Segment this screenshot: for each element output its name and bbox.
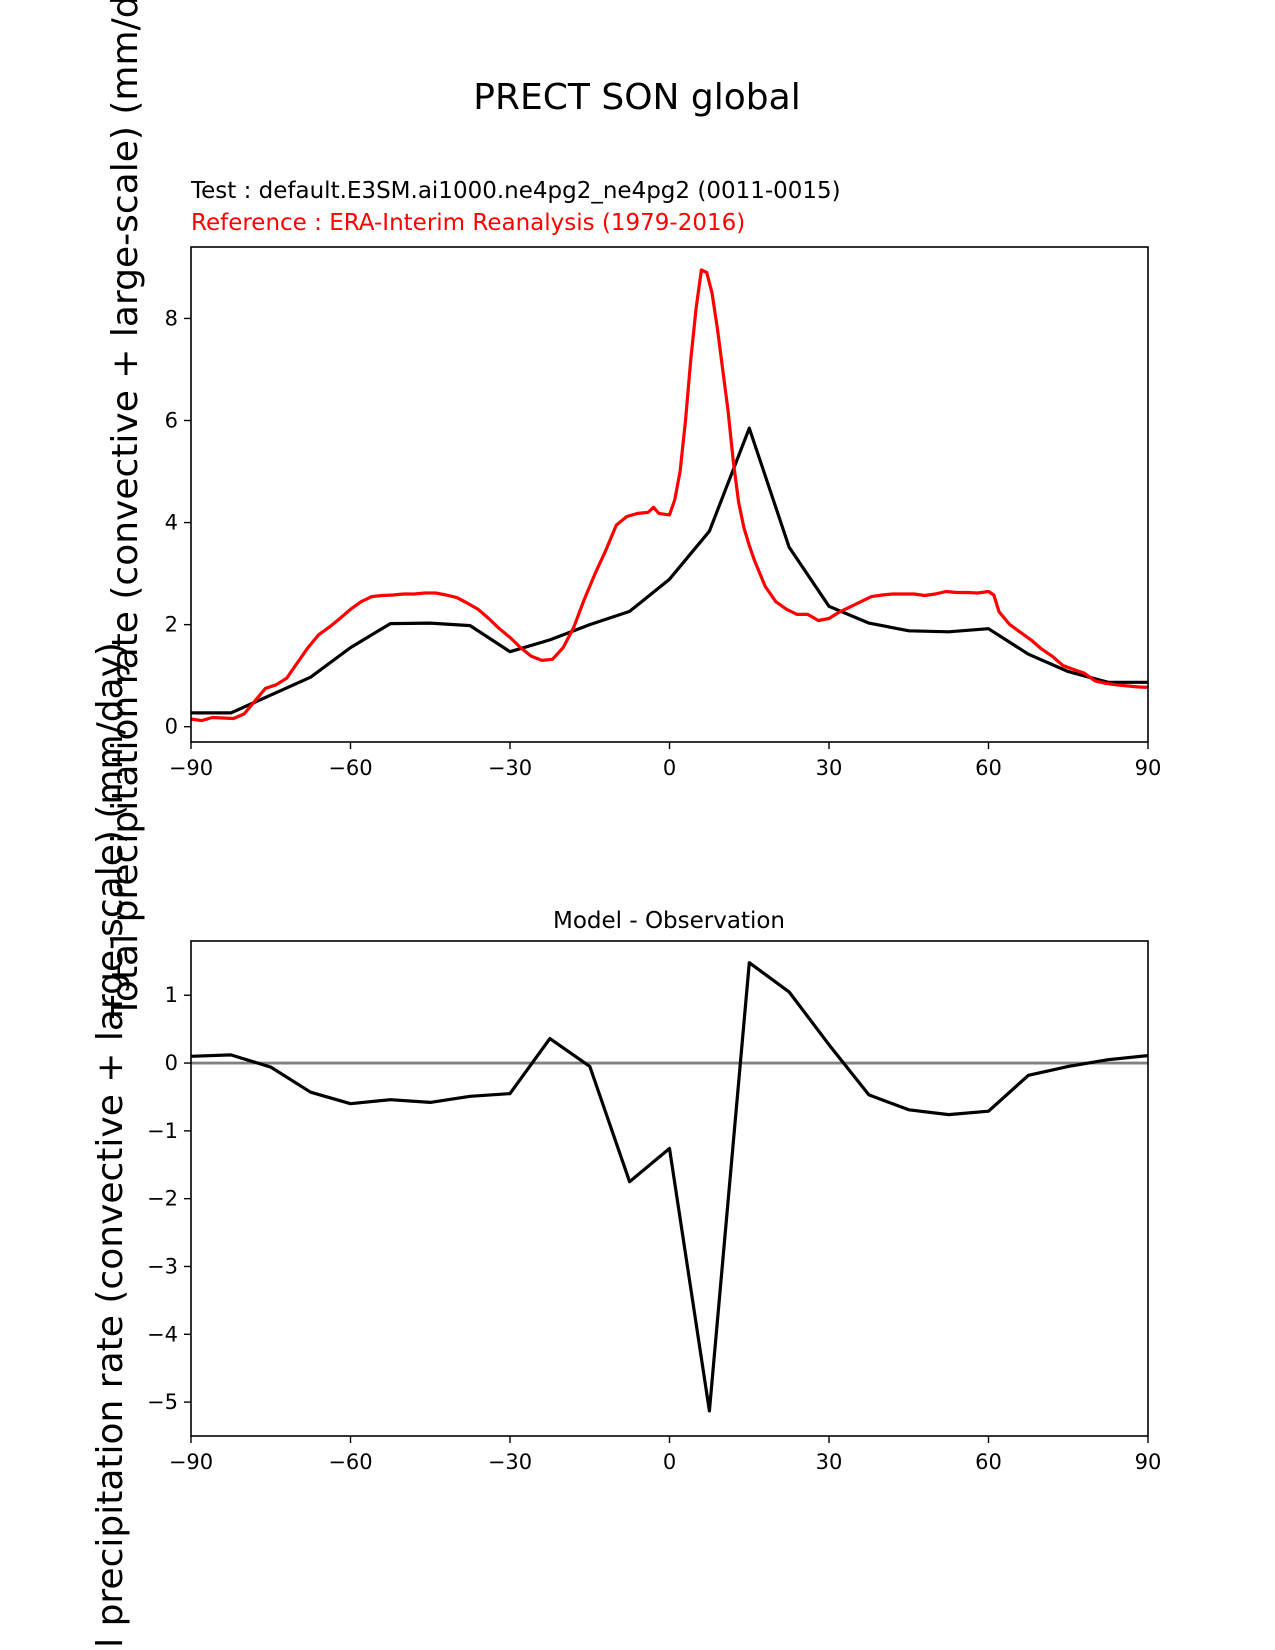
suptitle: PRECT SON global [473, 77, 800, 118]
top-plot-frame [190, 246, 1149, 743]
top-axis-ylabel: Total precipitation rate (convective + l… [105, 0, 146, 1019]
top-tick-layer: −90 −60 −30 0 30 60 90 0 2 4 6 8 [165, 306, 1162, 780]
top-x-tick-label: 0 [663, 756, 676, 780]
bottom-x-tick-label: −30 [488, 1450, 532, 1474]
bottom-panel: Model - Observation Total precipitation … [90, 642, 1161, 1650]
bottom-y-tick-label: −3 [147, 1254, 178, 1278]
bottom-x-tick-label: 90 [1135, 1450, 1162, 1474]
bottom-y-tick-label: −4 [147, 1322, 178, 1346]
top-y-tick-label: 6 [165, 409, 178, 433]
bottom-axis-ylabel: Total precipitation rate (convective + l… [90, 642, 131, 1650]
top-series-test [191, 426, 1148, 715]
bottom-y-tick-label: −5 [147, 1390, 178, 1414]
top-y-tick-label: 8 [165, 306, 178, 330]
bottom-y-tick-label: −2 [147, 1187, 178, 1211]
bottom-y-tick-label: 1 [165, 983, 178, 1007]
top-x-tick-label: 60 [975, 756, 1002, 780]
top-x-tick-label: −60 [328, 756, 372, 780]
bottom-x-tick-label: 60 [975, 1450, 1002, 1474]
bottom-y-tick-label: −1 [147, 1119, 178, 1143]
bottom-tick-layer: −90 −60 −30 0 30 60 90 1 0 −1 −2 −3 −4 −5 [147, 983, 1161, 1474]
bottom-y-tick-label: 0 [165, 1051, 178, 1075]
top-y-tick-label: 0 [165, 715, 178, 739]
top-x-tick-label: 90 [1135, 756, 1162, 780]
top-x-tick-label: 30 [816, 756, 843, 780]
top-x-tick-label: −90 [169, 756, 213, 780]
top-y-tick-label: 4 [165, 511, 178, 535]
top-y-axis-label: Total precipitation rate (convective + l… [105, 0, 146, 1019]
bottom-y-axis-label: Total precipitation rate (convective + l… [90, 642, 131, 1650]
top-series-reference [190, 268, 1149, 723]
test-label: Test : default.E3SM.ai1000.ne4pg2_ne4pg2… [190, 178, 841, 204]
reference-label: Reference : ERA-Interim Reanalysis (1979… [191, 210, 745, 236]
bottom-x-tick-label: −90 [169, 1450, 213, 1474]
top-y-tick-label: 2 [165, 613, 178, 637]
bottom-x-tick-label: 0 [663, 1450, 676, 1474]
bottom-x-tick-label: −60 [328, 1450, 372, 1474]
bottom-series-model-observation [190, 961, 1149, 1413]
top-series-layer [190, 268, 1149, 723]
top-x-tick-label: −30 [488, 756, 532, 780]
bottom-plot-frame [190, 940, 1149, 1437]
bottom-series-layer [190, 961, 1149, 1413]
diff-title: Model - Observation [553, 908, 785, 934]
top-panel: Test : default.E3SM.ai1000.ne4pg2_ne4pg2… [105, 0, 1161, 1019]
bottom-x-tick-label: 30 [816, 1450, 843, 1474]
